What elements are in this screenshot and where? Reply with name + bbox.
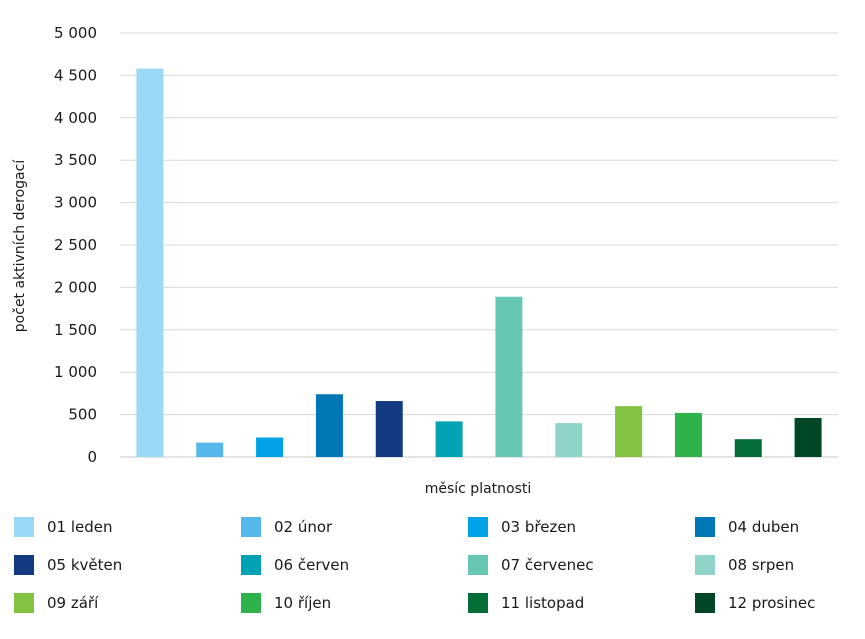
bar-4	[315, 394, 343, 457]
bar-6	[435, 421, 463, 457]
y-tick-label: 1 500	[54, 321, 97, 339]
bar-8	[555, 423, 583, 457]
legend-swatch	[14, 593, 34, 613]
y-axis-ticks: 0 500 1 000 1 500 2 000 2 500 3 000 3 500 4 000 4…	[54, 24, 97, 466]
y-tick-label: 2 000	[54, 278, 97, 296]
bar-10	[674, 412, 702, 457]
legend-label: 09 září	[47, 594, 99, 612]
legend-label: 11 listopad	[501, 594, 584, 612]
bar-12	[794, 417, 822, 457]
legend-item: 02 únor	[241, 517, 333, 537]
bar-9	[615, 406, 643, 457]
y-tick-label: 5 000	[54, 24, 97, 42]
legend-item: 06 červen	[241, 555, 349, 575]
y-tick-label: 500	[68, 406, 97, 424]
legend-label: 12 prosinec	[728, 594, 815, 612]
legend-swatch	[695, 555, 715, 575]
legend-label: 02 únor	[274, 518, 333, 536]
legend-item: 09 září	[14, 593, 99, 613]
legend-label: 04 duben	[728, 518, 799, 536]
y-tick-label: 0	[87, 448, 97, 466]
gridlines	[120, 32, 838, 458]
bar-11	[734, 439, 762, 457]
legend-swatch	[241, 555, 261, 575]
y-tick-label: 3 000	[54, 194, 97, 212]
y-axis-label: počet aktivních derogací	[12, 159, 28, 333]
bar-5	[375, 401, 403, 457]
bar-7	[495, 296, 523, 457]
legend-label: 03 březen	[501, 518, 576, 536]
bar-3	[256, 437, 284, 457]
legend-item: 12 prosinec	[695, 593, 815, 613]
legend-item: 11 listopad	[468, 593, 584, 613]
legend-swatch	[468, 517, 488, 537]
legend-label: 01 leden	[47, 518, 113, 536]
legend-label: 06 červen	[274, 556, 349, 574]
legend-item: 03 březen	[468, 517, 576, 537]
y-tick-label: 4 500	[54, 66, 97, 84]
legend-item: 04 duben	[695, 517, 799, 537]
legend-item: 07 červenec	[468, 555, 594, 575]
bar-2	[196, 442, 224, 457]
legend-item: 01 leden	[14, 517, 113, 537]
bar-1	[136, 68, 164, 457]
legend-swatch	[14, 555, 34, 575]
y-tick-label: 4 000	[54, 109, 97, 127]
legend-item: 08 srpen	[695, 555, 794, 575]
legend-swatch	[14, 517, 34, 537]
legend: 01 leden 02 únor 03 březen 04 duben 05 květe…	[14, 517, 815, 613]
y-tick-label: 1 000	[54, 363, 97, 381]
legend-swatch	[695, 517, 715, 537]
y-tick-label: 3 500	[54, 151, 97, 169]
legend-item: 05 květen	[14, 555, 122, 575]
y-tick-label: 2 500	[54, 236, 97, 254]
legend-label: 07 červenec	[501, 556, 594, 574]
legend-label: 10 říjen	[274, 594, 331, 612]
legend-swatch	[468, 593, 488, 613]
legend-swatch	[241, 517, 261, 537]
legend-swatch	[241, 593, 261, 613]
legend-item: 10 říjen	[241, 593, 331, 613]
legend-swatch	[695, 593, 715, 613]
x-axis-label: měsíc platnosti	[425, 481, 532, 497]
legend-swatch	[468, 555, 488, 575]
legend-label: 05 květen	[47, 556, 122, 574]
legend-label: 08 srpen	[728, 556, 794, 574]
bars	[136, 68, 822, 457]
